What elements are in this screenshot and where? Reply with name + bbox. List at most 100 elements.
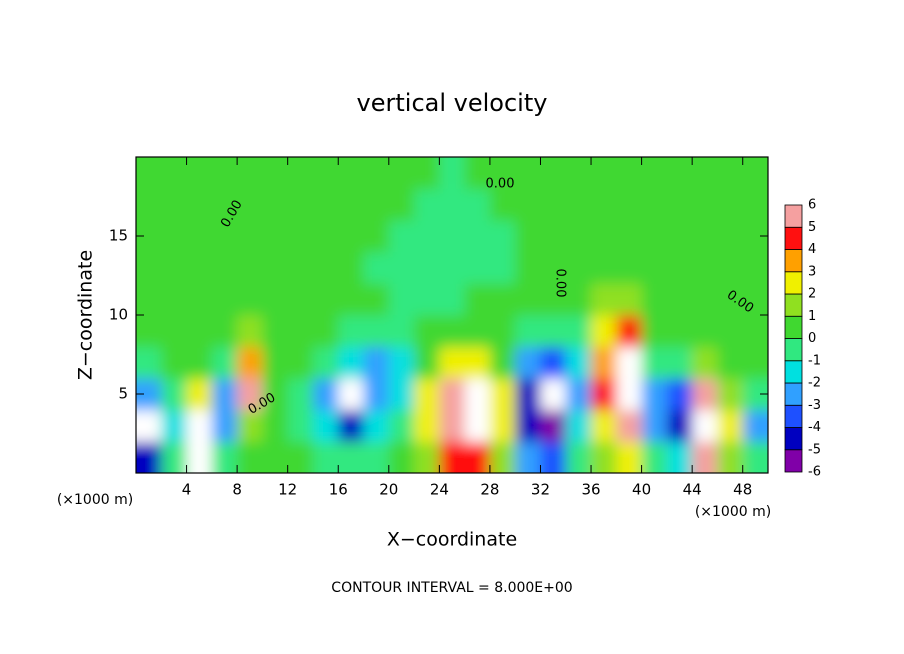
cell: [641, 251, 668, 284]
cell: [591, 315, 617, 348]
cell: [717, 283, 744, 316]
cell: [161, 441, 188, 473]
cell: [262, 315, 289, 348]
cell: [641, 220, 668, 253]
cell: [464, 346, 491, 379]
cell: [363, 188, 390, 221]
x-unit-label: (×1000 m): [57, 492, 133, 508]
cell: [439, 251, 466, 284]
cell: [439, 378, 466, 411]
cell: [565, 283, 592, 316]
cell: [742, 441, 768, 473]
cell: [237, 157, 263, 190]
contour-label: 0.00: [486, 177, 515, 192]
cell: [616, 283, 643, 316]
cell: [540, 346, 567, 379]
colorbar-tick-label: 3: [808, 264, 816, 279]
contour-label: 0.00: [553, 269, 568, 298]
cell: [591, 346, 617, 379]
cell: [312, 441, 339, 473]
cell: [616, 346, 643, 379]
cell: [515, 188, 542, 221]
cell: [211, 409, 238, 442]
cell: [287, 409, 314, 442]
cell: [540, 220, 567, 253]
cell: [211, 220, 238, 253]
cell: [237, 283, 263, 316]
x-tick-label: 12: [278, 481, 297, 499]
cell: [616, 251, 643, 284]
cell: [641, 283, 668, 316]
cell: [388, 378, 415, 411]
colorbar-swatch: [784, 293, 803, 317]
cell: [591, 157, 617, 190]
cell: [666, 346, 693, 379]
cell: [439, 441, 466, 473]
cell: [616, 378, 643, 411]
cell: [641, 346, 668, 379]
cell: [515, 346, 542, 379]
cell: [692, 315, 719, 348]
cell: [161, 188, 188, 221]
x-tick-label: 20: [379, 481, 398, 499]
cell: [136, 409, 162, 442]
cell: [312, 220, 339, 253]
cell: [489, 409, 516, 442]
cell: [388, 346, 415, 379]
cell: [666, 315, 693, 348]
cell: [464, 220, 491, 253]
cell: [742, 157, 768, 190]
cell: [338, 188, 365, 221]
cell: [161, 251, 188, 284]
cell: [666, 409, 693, 442]
cell: [515, 220, 542, 253]
cell: [414, 188, 440, 221]
cell: [338, 283, 365, 316]
cell: [540, 409, 567, 442]
cell: [363, 409, 390, 442]
cell: [237, 409, 263, 442]
cell: [363, 378, 390, 411]
cell: [287, 378, 314, 411]
cell: [161, 157, 188, 190]
cell: [439, 283, 466, 316]
cell: [186, 409, 213, 442]
cell: [439, 157, 466, 190]
cell: [388, 157, 415, 190]
cell: [666, 188, 693, 221]
cell: [161, 346, 188, 379]
cell: [338, 220, 365, 253]
cell: [262, 220, 289, 253]
cell: [136, 188, 162, 221]
cell: [439, 315, 466, 348]
colorbar-tick-label: -3: [808, 398, 821, 413]
x-tick-label: 8: [232, 481, 242, 499]
cell: [464, 315, 491, 348]
colorbar-swatch: [784, 449, 803, 473]
cell: [186, 283, 213, 316]
cell: [414, 409, 440, 442]
cell: [666, 220, 693, 253]
cell: [641, 378, 668, 411]
cell: [439, 346, 466, 379]
cell: [414, 315, 440, 348]
colorbar-swatch: [784, 249, 803, 273]
cell: [312, 346, 339, 379]
cell: [742, 188, 768, 221]
cell: [489, 346, 516, 379]
cell: [641, 315, 668, 348]
colorbar-tick-label: -1: [808, 353, 821, 368]
cell: [515, 283, 542, 316]
cell: [540, 283, 567, 316]
cell: [237, 220, 263, 253]
cell: [262, 188, 289, 221]
cell: [136, 251, 162, 284]
cell: [464, 409, 491, 442]
colorbar-swatch: [784, 404, 803, 428]
cell: [439, 188, 466, 221]
x-tick-label: 4: [182, 481, 192, 499]
cell: [237, 251, 263, 284]
x-tick-label: 24: [430, 481, 449, 499]
cell: [161, 409, 188, 442]
cell: [186, 378, 213, 411]
